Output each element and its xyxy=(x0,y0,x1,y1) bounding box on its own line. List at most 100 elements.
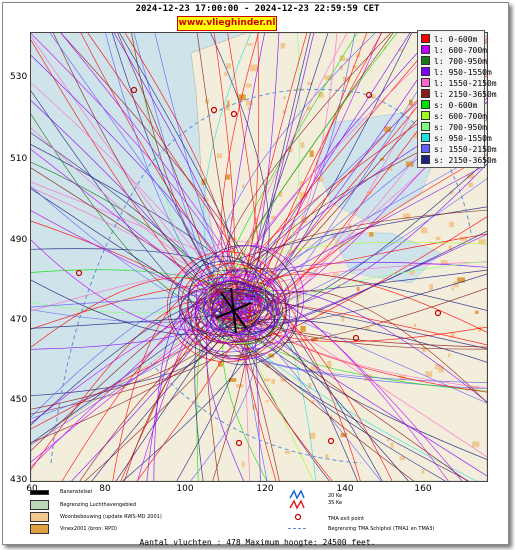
tma-exit-point xyxy=(365,91,373,99)
housing-patch xyxy=(440,260,448,265)
housing-patch xyxy=(337,240,340,246)
housing-patch xyxy=(284,451,291,454)
flight-track xyxy=(234,33,442,296)
y-tick-450: 450 xyxy=(10,395,28,405)
housing-patch xyxy=(307,81,313,86)
housing-patch xyxy=(422,347,426,353)
housing-patch xyxy=(438,365,444,373)
flight-track xyxy=(31,313,231,446)
tma-exit-icon xyxy=(294,513,302,521)
legend-label: s: 1550-2150m xyxy=(434,145,497,154)
tma-exit-points xyxy=(75,86,442,447)
housing-patch xyxy=(339,55,345,62)
holding-track xyxy=(209,287,243,322)
housing-patch xyxy=(457,277,465,283)
tma-exit-point xyxy=(75,269,83,277)
housing-patch xyxy=(421,469,425,474)
tma-exit-point xyxy=(327,437,335,445)
housing-patch xyxy=(246,83,252,88)
housing-patch xyxy=(258,309,261,314)
housing-patch xyxy=(434,364,441,370)
housing-patch xyxy=(299,181,303,188)
housing-patch xyxy=(450,332,455,338)
housing-patch xyxy=(311,337,318,342)
x-tick-160: 160 xyxy=(414,484,432,494)
flight-track xyxy=(119,33,250,294)
legend-swatch xyxy=(421,34,430,43)
holding-track xyxy=(179,283,283,336)
tma-boundary-south xyxy=(150,362,362,464)
holding-track xyxy=(210,302,275,343)
housing-patch xyxy=(257,269,261,272)
map-canvas xyxy=(31,33,487,481)
flight-track xyxy=(153,306,224,481)
legend-label: l: 600-700m xyxy=(434,46,487,55)
housing-patch xyxy=(366,191,373,194)
housing-patch xyxy=(342,76,351,82)
legend-label: l: 0-600m xyxy=(434,35,478,44)
housing-swatch xyxy=(30,512,49,522)
flight-track xyxy=(31,55,247,318)
tma-exit-point xyxy=(352,334,360,342)
housing-patch xyxy=(283,96,286,100)
brand-link[interactable]: www.vlieghinder.nl xyxy=(177,16,277,31)
housing-patch xyxy=(300,326,306,332)
legend-label: l: 1550-2150m xyxy=(434,79,497,88)
legend-item: s: 2150-3650m xyxy=(421,155,497,166)
housing-patch xyxy=(287,307,291,313)
legend-label: l: 950-1550m xyxy=(434,68,492,77)
legend-label: s: 950-1550m xyxy=(434,134,492,143)
housing-patch xyxy=(266,278,271,281)
housing-patch xyxy=(238,94,246,101)
flight-track xyxy=(229,309,487,477)
holding-track xyxy=(194,270,290,360)
x-tick-100: 100 xyxy=(176,484,194,494)
tma-exit-point xyxy=(210,106,218,114)
legend-swatch xyxy=(421,78,430,87)
housing-patch xyxy=(364,374,372,381)
housing-patch xyxy=(448,245,452,251)
housing-patch xyxy=(421,227,428,234)
housing-patch xyxy=(459,236,468,241)
housing-patch xyxy=(333,273,340,276)
legend-item: s: 700-950m xyxy=(421,122,487,133)
y-tick-490: 490 xyxy=(10,235,28,245)
flight-track xyxy=(236,33,382,295)
holding-track xyxy=(204,280,262,336)
flight-track xyxy=(252,33,311,300)
housing-patch xyxy=(227,100,230,107)
housing-patch xyxy=(325,454,329,459)
tma-exit-label: TMA exit point xyxy=(328,516,365,522)
housing-patch xyxy=(224,72,228,76)
flight-track-map[interactable] xyxy=(30,32,488,482)
legend-item: l: 2150-3650m xyxy=(421,89,497,100)
tma-exit-point xyxy=(130,86,138,94)
y-tick-470: 470 xyxy=(10,315,28,325)
flight-track xyxy=(207,206,487,290)
holding-track xyxy=(178,255,266,337)
vinex-swatch xyxy=(30,524,49,534)
housing-patch xyxy=(311,400,315,404)
flight-track xyxy=(52,33,238,296)
housing-patch xyxy=(319,310,323,315)
flight-track xyxy=(31,127,253,294)
flight-track xyxy=(228,319,414,481)
housing-patch xyxy=(279,191,283,198)
legend-label: s: 600-700m xyxy=(434,112,487,121)
housing-patch xyxy=(300,142,305,148)
housing-patch xyxy=(356,286,360,291)
ke35-label: 35 Ke xyxy=(328,500,343,506)
legend-label: s: 0-600m xyxy=(434,101,478,110)
housing-patch xyxy=(241,461,245,468)
housing-patch xyxy=(429,284,433,291)
housing-patch xyxy=(324,75,333,81)
holding-track xyxy=(196,245,305,350)
holding-track xyxy=(178,276,279,353)
flight-track xyxy=(236,33,338,318)
housing-patch xyxy=(425,371,433,377)
housing-patch xyxy=(449,221,455,228)
flight-track xyxy=(31,301,229,350)
housing-patch xyxy=(399,375,406,381)
runway-system xyxy=(215,287,252,334)
housing-patch xyxy=(225,174,231,180)
